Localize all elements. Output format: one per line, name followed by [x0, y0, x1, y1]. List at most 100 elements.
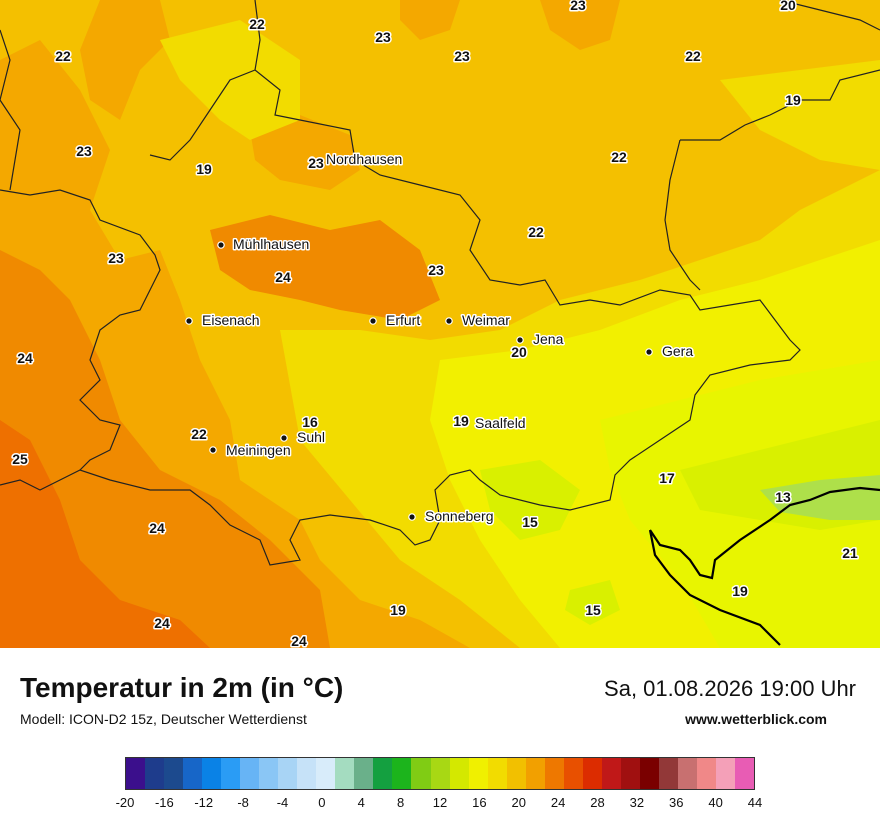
border-czech	[648, 486, 880, 646]
border-hesse	[0, 189, 161, 471]
zone-warm-north	[250, 115, 360, 190]
legend-tick-label: 40	[708, 795, 723, 810]
city-label-erfurt: Erfurt	[386, 312, 420, 328]
city-dot-weimar	[445, 317, 453, 325]
legend-color-segment	[316, 758, 336, 789]
legend-color-segment	[544, 758, 564, 789]
legend-tick-label: 16	[472, 795, 487, 810]
legend-color-segment	[735, 758, 755, 789]
legend-tick-label: -4	[276, 795, 289, 810]
legend-tick-label: 36	[669, 795, 684, 810]
temp-label: 23	[108, 250, 124, 266]
legend-color-segment	[278, 758, 298, 789]
city-label-nordhausen: Nordhausen	[326, 151, 402, 167]
temp-label: 22	[55, 48, 71, 64]
zone-warm-top-center	[540, 0, 620, 50]
legend-color-segment	[639, 758, 659, 789]
temp-label: 15	[585, 602, 601, 618]
city-dot-jena	[516, 336, 524, 344]
legend-color-segment	[183, 758, 203, 789]
temperature-labels: 22 23 23 20 22 23 22 19 23 22 23 19 22 2…	[11, 0, 860, 648]
temp-label: 22	[249, 16, 265, 32]
map-title: Temperatur in 2m (in °C)	[20, 672, 344, 703]
city-label-muehlhausen: Mühlhausen	[233, 236, 309, 252]
temp-label: 20	[780, 0, 796, 13]
temp-label: 23	[454, 48, 470, 64]
temp-label: 23	[428, 262, 444, 278]
legend-tick-label: 4	[357, 795, 365, 810]
city-label-meiningen: Meiningen	[226, 442, 291, 458]
legend-color-segment	[620, 758, 640, 789]
temp-label: 19	[390, 602, 406, 618]
zone-mild-northeast	[720, 60, 880, 170]
legend-tick-label: -12	[194, 795, 214, 810]
border-north-2	[149, 69, 256, 161]
temp-label: 13	[775, 489, 791, 505]
temp-label: 17	[659, 470, 675, 486]
city-label-weimar: Weimar	[462, 312, 510, 328]
legend-color-segment	[449, 758, 469, 789]
border-saxony-anhalt	[680, 69, 880, 141]
temp-label: 23	[570, 0, 586, 13]
city-dot-gera	[645, 348, 653, 356]
temp-label: 19	[453, 413, 469, 429]
legend-color-segment	[335, 758, 355, 789]
legend-color-segment	[715, 758, 735, 789]
legend-color-segment	[164, 758, 184, 789]
zone-warm-northwest	[80, 0, 170, 120]
legend-color-segment	[259, 758, 279, 789]
legend-tick-label: 8	[397, 795, 405, 810]
legend-tick-label: 12	[432, 795, 448, 810]
temp-label: 16	[302, 414, 318, 430]
legend-color-segment	[221, 758, 241, 789]
city-label-gera: Gera	[662, 343, 693, 359]
city-label-eisenach: Eisenach	[202, 312, 260, 328]
legend-color-segment	[126, 758, 146, 789]
legend-color-segment	[525, 758, 545, 789]
city-dot-saalfeld	[458, 420, 466, 428]
temp-label: 22	[191, 426, 207, 442]
temperature-map[interactable]: Nordhausen Mühlhausen Eisenach Erfurt We…	[0, 0, 880, 648]
city-dot-suhl	[280, 434, 288, 442]
city-label-sonneberg: Sonneberg	[425, 508, 494, 524]
legend-color-segment	[145, 758, 165, 789]
temp-label: 15	[522, 514, 538, 530]
temp-label: 22	[611, 149, 627, 165]
zone-hotter-southwest	[0, 420, 210, 648]
legend-tick-label: 44	[747, 795, 763, 810]
legend-color-segment	[373, 758, 393, 789]
city-label-saalfeld: Saalfeld	[475, 415, 526, 431]
legend-color-segment	[582, 758, 602, 789]
legend-color-segment	[202, 758, 222, 789]
temp-label: 24	[17, 350, 33, 366]
zone-hot-west	[0, 250, 330, 648]
legend-color-segment	[392, 758, 412, 789]
temp-label: 24	[154, 615, 170, 631]
city-dot-eisenach	[185, 317, 193, 325]
zone-cool-south	[480, 460, 580, 540]
city-dot-nordhausen	[308, 156, 316, 164]
border-topright	[779, 0, 880, 31]
legend-color-segment	[297, 758, 317, 789]
temp-label: 24	[275, 269, 291, 285]
temp-label: 21	[842, 545, 858, 561]
legend-color-segment	[487, 758, 507, 789]
model-source: Modell: ICON-D2 15z, Deutscher Wetterdie…	[20, 711, 307, 727]
zone-coldest-east	[760, 475, 880, 520]
border-saxony-anhalt-b	[664, 139, 701, 291]
legend-color-segment	[658, 758, 678, 789]
border-north	[0, 29, 21, 191]
forecast-datetime: Sa, 01.08.2026 19:00 Uhr	[604, 676, 856, 701]
legend-color-segment	[563, 758, 583, 789]
website-link[interactable]: www.wetterblick.com	[685, 711, 827, 727]
legend-tick-label: -8	[237, 795, 249, 810]
city-markers	[185, 156, 653, 521]
city-dot-muehlhausen	[217, 241, 225, 249]
temp-label: 19	[196, 161, 212, 177]
legend-tick-label: 20	[511, 795, 526, 810]
zone-warm-topright	[400, 0, 460, 40]
legend-tick-label: -16	[154, 795, 174, 810]
temp-label: 24	[291, 633, 307, 648]
legend-color-segment	[468, 758, 488, 789]
legend-color-segment	[601, 758, 621, 789]
